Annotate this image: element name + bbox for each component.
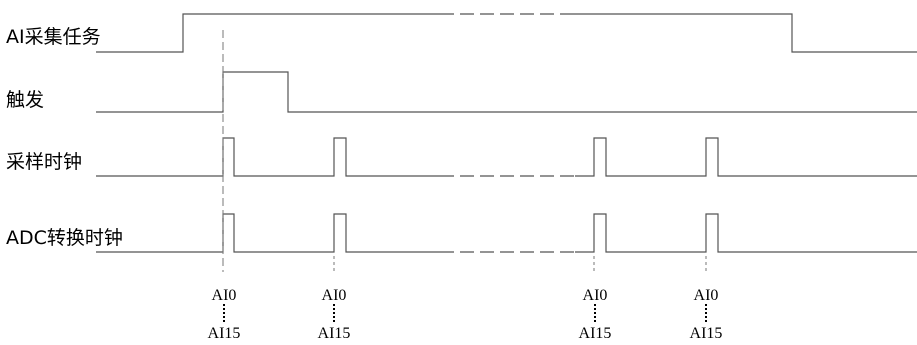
signal-label-task: AI采集任务	[6, 26, 101, 48]
channel-first-label: AI0	[211, 287, 237, 304]
adc-clock-waveform-b	[575, 213, 917, 253]
channel-first-label: AI0	[582, 287, 608, 304]
signal-label-adc-clock: ADC转换时钟	[6, 227, 123, 249]
channel-first-label: AI0	[693, 287, 719, 304]
signal-label-trigger: 触发	[6, 89, 45, 111]
adc-clock-waveform-a	[96, 213, 440, 253]
trigger-waveform	[96, 71, 917, 113]
sample-clock-waveform-b	[575, 137, 917, 177]
channel-last-label: AI15	[317, 325, 351, 342]
channel-last-label: AI15	[689, 325, 723, 342]
task-waveform-end	[562, 13, 917, 53]
channel-last-label: AI15	[207, 325, 241, 342]
sample-clock-waveform-a	[96, 137, 440, 177]
channel-last-label: AI15	[578, 325, 612, 342]
channel-first-label: AI0	[321, 287, 347, 304]
signal-label-sample-clock: 采样时钟	[6, 151, 83, 173]
task-waveform	[96, 13, 440, 53]
